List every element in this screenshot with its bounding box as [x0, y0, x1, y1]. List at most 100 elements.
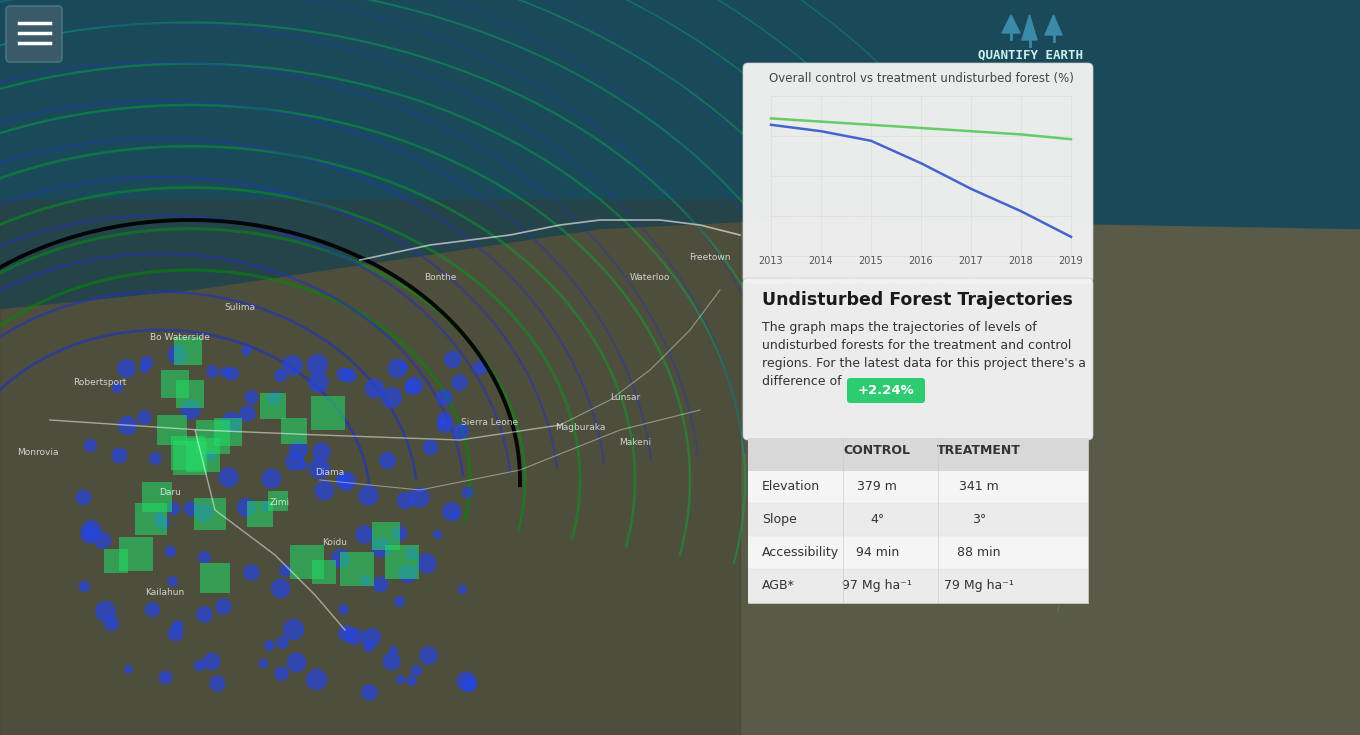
- Point: [166, 619, 188, 631]
- Point: [117, 663, 139, 675]
- Point: [141, 603, 163, 615]
- Point: [177, 345, 199, 357]
- Point: [192, 450, 214, 462]
- Point: [214, 366, 235, 378]
- Point: [426, 528, 447, 539]
- Bar: [748, 569, 1088, 602]
- Point: [147, 511, 169, 523]
- Point: [200, 656, 222, 667]
- Bar: [748, 438, 1088, 470]
- Point: [283, 455, 305, 467]
- Point: [345, 563, 367, 575]
- Point: [359, 686, 381, 698]
- Text: Bo Waterside: Bo Waterside: [150, 333, 209, 342]
- Point: [159, 545, 181, 557]
- Point: [239, 566, 261, 578]
- Point: [117, 419, 139, 431]
- Point: [165, 627, 186, 639]
- Text: Bonthe: Bonthe: [424, 273, 456, 282]
- Polygon shape: [1002, 15, 1020, 33]
- Point: [405, 664, 427, 675]
- Point: [381, 391, 403, 403]
- Point: [199, 508, 220, 520]
- Point: [91, 534, 113, 545]
- Point: [269, 370, 291, 381]
- Polygon shape: [0, 220, 1360, 735]
- Point: [352, 528, 374, 539]
- Point: [258, 639, 280, 650]
- Point: [99, 617, 121, 629]
- Text: Robertsport: Robertsport: [73, 378, 126, 387]
- Polygon shape: [0, 0, 1360, 310]
- Text: undisturbed forests for the treatment and control: undisturbed forests for the treatment an…: [762, 339, 1072, 352]
- Point: [370, 541, 392, 553]
- Point: [363, 382, 385, 394]
- Point: [282, 623, 303, 635]
- Text: Waterloo: Waterloo: [630, 273, 670, 282]
- Point: [207, 678, 228, 689]
- Point: [160, 425, 182, 437]
- Point: [177, 448, 199, 459]
- FancyBboxPatch shape: [5, 6, 63, 62]
- Point: [432, 419, 454, 431]
- Point: [212, 600, 234, 612]
- Point: [287, 443, 309, 455]
- Point: [201, 431, 223, 442]
- Point: [220, 416, 242, 428]
- Point: [72, 491, 94, 503]
- Text: Diama: Diama: [316, 468, 344, 477]
- Point: [439, 505, 461, 517]
- Point: [94, 605, 116, 617]
- Text: 379 m: 379 m: [857, 480, 898, 493]
- Point: [151, 516, 173, 528]
- Point: [218, 426, 239, 438]
- Point: [109, 448, 131, 460]
- Point: [106, 381, 128, 393]
- Point: [140, 513, 162, 525]
- Point: [269, 582, 291, 594]
- FancyBboxPatch shape: [743, 278, 1093, 440]
- Point: [392, 556, 413, 568]
- Point: [180, 453, 201, 465]
- Point: [310, 445, 332, 456]
- Point: [400, 548, 422, 559]
- Point: [313, 566, 335, 578]
- Point: [313, 484, 335, 495]
- Point: [80, 523, 102, 535]
- Point: [201, 365, 223, 377]
- Point: [339, 369, 360, 381]
- Point: [400, 381, 422, 393]
- Bar: [748, 438, 1088, 603]
- Point: [449, 376, 471, 388]
- Point: [154, 672, 175, 684]
- Text: difference of: difference of: [762, 375, 842, 388]
- Point: [269, 667, 291, 679]
- Point: [135, 356, 156, 368]
- Text: 2017: 2017: [959, 256, 983, 266]
- Point: [275, 564, 296, 576]
- Point: [382, 644, 404, 656]
- Point: [79, 440, 101, 451]
- FancyBboxPatch shape: [847, 378, 925, 403]
- Point: [79, 528, 101, 539]
- Point: [133, 412, 155, 423]
- Point: [375, 530, 397, 542]
- Polygon shape: [1044, 15, 1062, 35]
- Point: [147, 491, 169, 503]
- Point: [317, 407, 339, 419]
- Point: [193, 608, 215, 620]
- Point: [377, 454, 398, 466]
- Text: Undisturbed Forest Trajectories: Undisturbed Forest Trajectories: [762, 291, 1073, 309]
- Point: [239, 391, 261, 403]
- Point: [116, 362, 137, 374]
- Point: [329, 553, 351, 564]
- Point: [419, 441, 441, 453]
- Polygon shape: [1021, 15, 1036, 40]
- Point: [199, 449, 220, 461]
- Point: [218, 470, 239, 482]
- Point: [162, 575, 184, 587]
- Text: 97 Mg ha⁻¹: 97 Mg ha⁻¹: [842, 579, 913, 592]
- Point: [193, 506, 215, 518]
- Text: Kailahun: Kailahun: [146, 588, 185, 597]
- Text: AGB*: AGB*: [762, 579, 794, 592]
